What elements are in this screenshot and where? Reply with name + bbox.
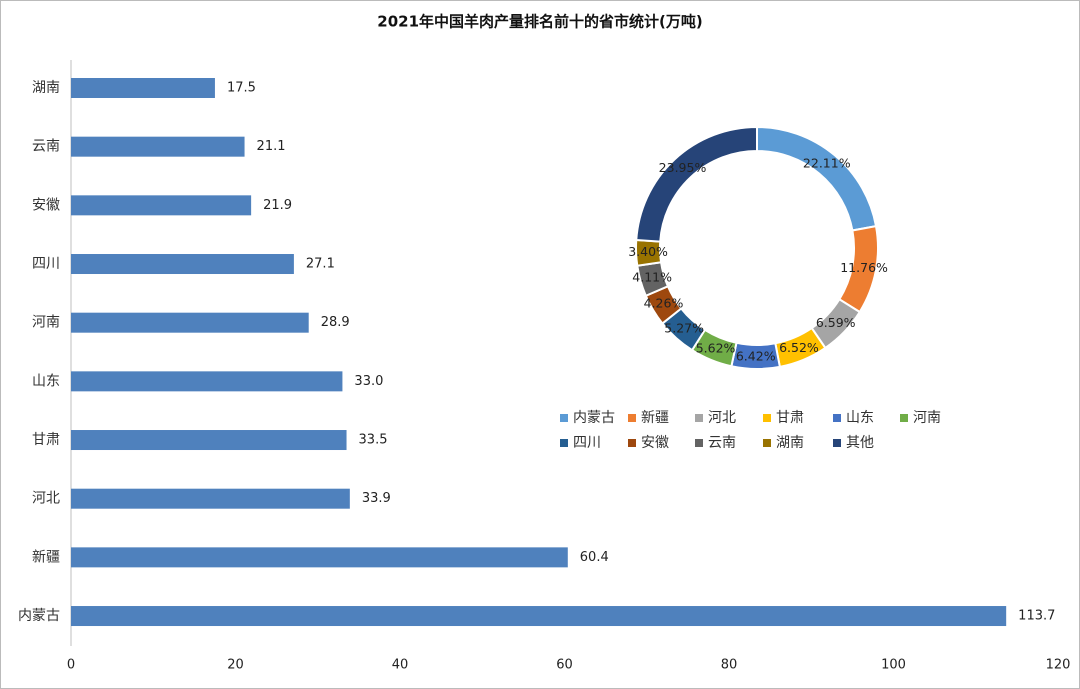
chart-title: 2021年中国羊肉产量排名前十的省市统计(万吨) bbox=[377, 13, 702, 31]
data-label: 6.59% bbox=[816, 315, 856, 330]
legend-label: 甘肃 bbox=[776, 410, 804, 426]
x-tick-label: 120 bbox=[1046, 658, 1071, 673]
legend-label: 内蒙古 bbox=[573, 410, 615, 426]
legend-marker bbox=[695, 439, 703, 447]
data-label: 22.11% bbox=[803, 156, 851, 171]
y-tick-label: 甘肃 bbox=[32, 432, 60, 448]
legend-marker bbox=[560, 439, 568, 447]
bar bbox=[71, 136, 245, 157]
bar bbox=[71, 371, 343, 392]
legend-label: 其他 bbox=[846, 435, 874, 451]
bar bbox=[71, 254, 294, 275]
data-label: 4.26% bbox=[644, 295, 684, 310]
y-tick-label: 山东 bbox=[32, 373, 60, 389]
bar bbox=[71, 312, 309, 333]
data-label: 113.7 bbox=[1018, 609, 1055, 624]
data-label: 5.27% bbox=[664, 321, 704, 336]
legend-label: 新疆 bbox=[641, 410, 669, 426]
legend-marker bbox=[695, 414, 703, 422]
data-label: 6.52% bbox=[779, 340, 819, 355]
data-label: 6.42% bbox=[736, 348, 776, 363]
x-tick-label: 100 bbox=[881, 658, 906, 673]
data-label: 4.11% bbox=[632, 269, 672, 284]
legend-label: 河北 bbox=[708, 410, 736, 426]
data-label: 28.9 bbox=[321, 315, 350, 330]
legend-label: 河南 bbox=[913, 410, 941, 426]
legend-marker bbox=[560, 414, 568, 422]
legend-marker bbox=[763, 439, 771, 447]
y-tick-label: 河南 bbox=[32, 315, 60, 331]
legend-label: 云南 bbox=[708, 435, 736, 451]
data-label: 60.4 bbox=[580, 550, 609, 565]
data-label: 5.62% bbox=[696, 340, 736, 355]
y-tick-label: 四川 bbox=[32, 256, 60, 272]
data-label: 33.0 bbox=[354, 374, 383, 389]
y-tick-label: 云南 bbox=[32, 139, 60, 155]
legend-marker bbox=[900, 414, 908, 422]
y-tick-label: 安徽 bbox=[32, 197, 60, 213]
legend-marker bbox=[763, 414, 771, 422]
bar bbox=[71, 606, 1007, 627]
bar bbox=[71, 430, 347, 451]
y-tick-label: 新疆 bbox=[32, 549, 60, 565]
bar bbox=[71, 547, 568, 568]
data-label: 21.9 bbox=[263, 198, 292, 213]
data-label: 3.40% bbox=[628, 244, 668, 259]
data-label: 21.1 bbox=[257, 139, 286, 154]
x-tick-label: 80 bbox=[721, 658, 738, 673]
x-tick-label: 20 bbox=[227, 658, 244, 673]
legend-marker bbox=[833, 414, 841, 422]
data-label: 23.95% bbox=[659, 160, 707, 175]
donut-slice bbox=[635, 125, 758, 243]
x-tick-label: 40 bbox=[392, 658, 409, 673]
legend-label: 四川 bbox=[573, 435, 601, 451]
legend-label: 山东 bbox=[846, 410, 874, 426]
legend-marker bbox=[833, 439, 841, 447]
data-label: 11.76% bbox=[840, 260, 888, 275]
bar bbox=[71, 78, 215, 98]
data-label: 17.5 bbox=[227, 81, 256, 96]
x-tick-label: 0 bbox=[67, 658, 75, 673]
y-tick-label: 河北 bbox=[32, 491, 60, 507]
y-tick-label: 湖南 bbox=[32, 80, 60, 96]
legend-marker bbox=[628, 414, 636, 422]
x-tick-label: 60 bbox=[556, 658, 573, 673]
data-label: 33.5 bbox=[359, 433, 388, 448]
data-label: 33.9 bbox=[362, 491, 391, 506]
legend-marker bbox=[628, 439, 636, 447]
data-label: 27.1 bbox=[306, 257, 335, 272]
bar bbox=[71, 488, 350, 509]
legend-label: 湖南 bbox=[776, 435, 804, 451]
legend-label: 安徽 bbox=[641, 435, 669, 451]
bar bbox=[71, 195, 252, 216]
y-tick-label: 内蒙古 bbox=[18, 608, 60, 624]
